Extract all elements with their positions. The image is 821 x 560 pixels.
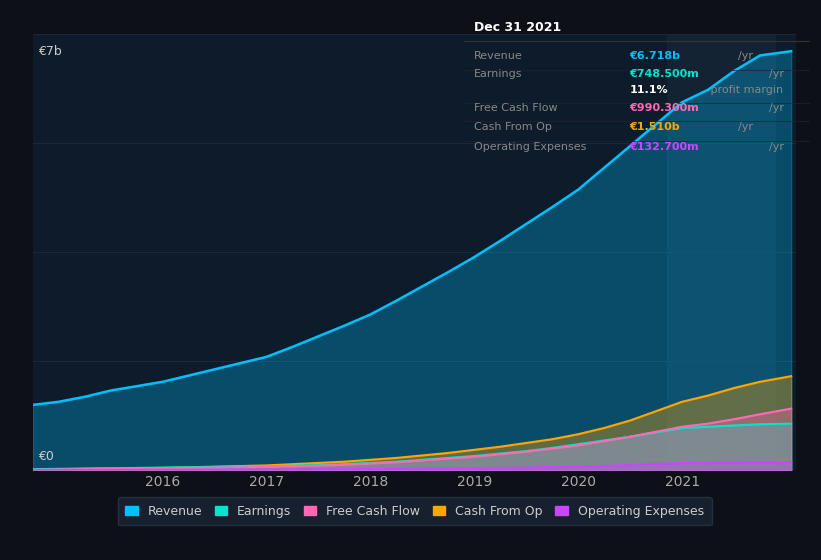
Text: /yr: /yr — [769, 102, 784, 113]
Text: €1.510b: €1.510b — [630, 123, 680, 132]
Text: €748.500m: €748.500m — [630, 69, 699, 80]
Text: /yr: /yr — [738, 52, 753, 62]
Text: Revenue: Revenue — [475, 52, 523, 62]
Text: 11.1%: 11.1% — [630, 85, 668, 95]
Text: Cash From Op: Cash From Op — [475, 123, 552, 132]
Text: /yr: /yr — [738, 123, 753, 132]
Text: Earnings: Earnings — [475, 69, 523, 80]
Text: Operating Expenses: Operating Expenses — [475, 142, 586, 152]
Text: profit margin: profit margin — [707, 85, 783, 95]
Text: €6.718b: €6.718b — [630, 52, 681, 62]
Bar — [667, 34, 776, 470]
Text: /yr: /yr — [769, 142, 784, 152]
Text: Dec 31 2021: Dec 31 2021 — [475, 21, 562, 34]
Text: Free Cash Flow: Free Cash Flow — [475, 102, 557, 113]
Text: €132.700m: €132.700m — [630, 142, 699, 152]
Text: /yr: /yr — [769, 69, 784, 80]
Legend: Revenue, Earnings, Free Cash Flow, Cash From Op, Operating Expenses: Revenue, Earnings, Free Cash Flow, Cash … — [117, 497, 712, 525]
Text: €0: €0 — [38, 450, 54, 463]
Text: €990.300m: €990.300m — [630, 102, 699, 113]
Text: €7b: €7b — [38, 45, 62, 58]
